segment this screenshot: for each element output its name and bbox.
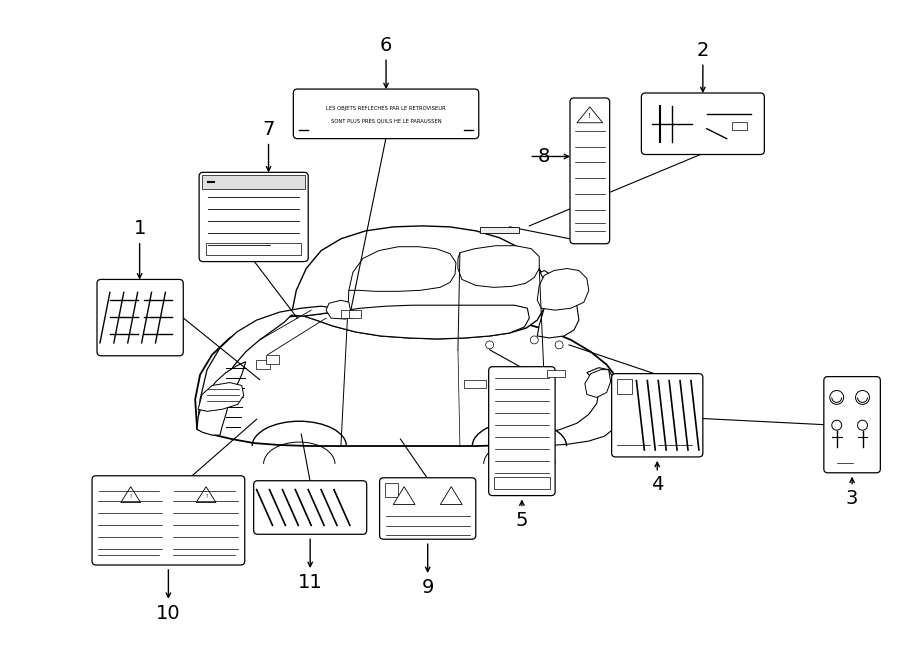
Text: 7: 7 bbox=[263, 120, 274, 139]
Circle shape bbox=[830, 391, 843, 405]
Circle shape bbox=[530, 336, 538, 344]
Bar bbox=[384, 483, 399, 496]
Text: 4: 4 bbox=[651, 475, 663, 494]
Polygon shape bbox=[544, 368, 621, 446]
Text: 5: 5 bbox=[516, 511, 528, 530]
Bar bbox=[493, 477, 550, 488]
Polygon shape bbox=[197, 306, 339, 429]
Text: SONT PLUS PRES QUILS HE LE PARAUSSEN: SONT PLUS PRES QUILS HE LE PARAUSSEN bbox=[330, 118, 441, 124]
Bar bbox=[732, 122, 748, 130]
FancyBboxPatch shape bbox=[92, 476, 245, 565]
Polygon shape bbox=[349, 247, 456, 292]
Circle shape bbox=[832, 420, 842, 430]
Bar bbox=[341, 310, 353, 318]
Text: !: ! bbox=[589, 113, 591, 119]
Text: LES OBJETS REFLECHÉS PAR LE RETROVISEUR: LES OBJETS REFLECHÉS PAR LE RETROVISEUR bbox=[326, 105, 446, 111]
Bar bbox=[256, 360, 269, 369]
Polygon shape bbox=[326, 300, 351, 319]
FancyBboxPatch shape bbox=[824, 377, 880, 473]
Polygon shape bbox=[585, 369, 610, 397]
FancyBboxPatch shape bbox=[97, 280, 184, 356]
Polygon shape bbox=[393, 486, 415, 504]
Text: 6: 6 bbox=[380, 36, 392, 55]
Polygon shape bbox=[292, 226, 546, 339]
Text: !: ! bbox=[130, 494, 131, 499]
FancyBboxPatch shape bbox=[570, 98, 609, 244]
FancyBboxPatch shape bbox=[380, 478, 476, 539]
Polygon shape bbox=[458, 246, 539, 288]
FancyBboxPatch shape bbox=[612, 373, 703, 457]
Circle shape bbox=[858, 420, 868, 430]
Text: 10: 10 bbox=[156, 604, 181, 623]
Circle shape bbox=[555, 341, 563, 349]
Bar bbox=[206, 243, 302, 254]
FancyBboxPatch shape bbox=[199, 173, 308, 262]
Polygon shape bbox=[537, 270, 579, 338]
Polygon shape bbox=[197, 362, 246, 435]
Text: !: ! bbox=[205, 494, 207, 499]
FancyBboxPatch shape bbox=[642, 93, 764, 155]
Text: 1: 1 bbox=[133, 219, 146, 239]
Circle shape bbox=[856, 391, 869, 405]
Text: 11: 11 bbox=[298, 573, 322, 592]
Polygon shape bbox=[577, 107, 603, 123]
Polygon shape bbox=[198, 383, 244, 411]
Text: 3: 3 bbox=[846, 489, 859, 508]
Bar bbox=[349, 310, 361, 318]
FancyBboxPatch shape bbox=[254, 481, 366, 534]
Circle shape bbox=[486, 341, 493, 349]
FancyBboxPatch shape bbox=[489, 367, 555, 496]
Polygon shape bbox=[196, 486, 216, 502]
Polygon shape bbox=[292, 305, 529, 339]
Polygon shape bbox=[121, 486, 140, 502]
Bar bbox=[266, 355, 279, 364]
FancyBboxPatch shape bbox=[293, 89, 479, 139]
Text: 2: 2 bbox=[697, 41, 709, 60]
Text: 8: 8 bbox=[538, 147, 551, 166]
Bar bbox=[480, 227, 519, 233]
Bar bbox=[464, 379, 486, 387]
Bar bbox=[547, 369, 565, 377]
Polygon shape bbox=[195, 310, 622, 446]
Bar bbox=[202, 175, 305, 189]
Polygon shape bbox=[537, 268, 589, 310]
Bar bbox=[616, 379, 633, 395]
Text: 9: 9 bbox=[421, 578, 434, 598]
Polygon shape bbox=[440, 486, 462, 504]
